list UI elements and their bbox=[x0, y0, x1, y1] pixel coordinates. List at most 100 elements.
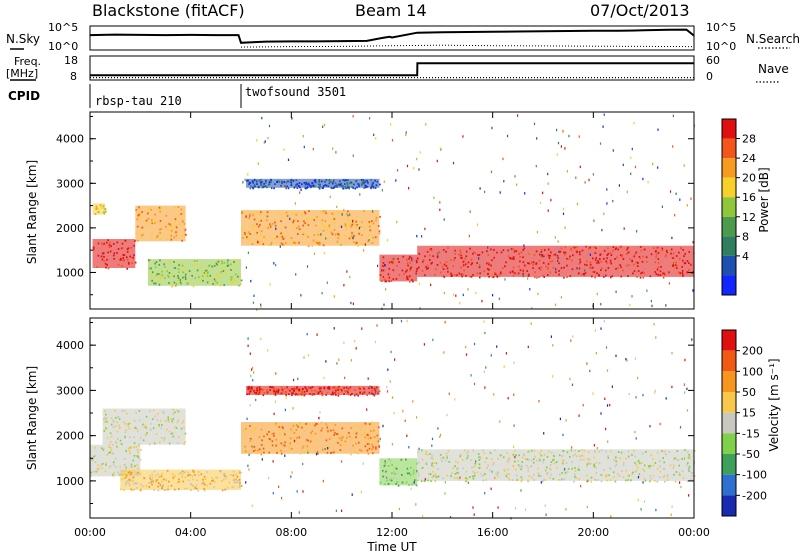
echo-cell bbox=[301, 391, 303, 393]
echo-cell bbox=[148, 259, 151, 261]
echo-cell bbox=[176, 421, 179, 424]
echo-cell bbox=[362, 221, 364, 223]
echo-cell bbox=[444, 459, 447, 462]
echo-cell bbox=[176, 409, 178, 412]
echo-cell bbox=[159, 210, 161, 213]
echo-cell bbox=[304, 183, 307, 186]
echo-cell bbox=[525, 464, 528, 467]
echo-cell bbox=[276, 180, 278, 183]
echo-cell bbox=[148, 482, 150, 484]
echo-cell bbox=[519, 260, 521, 263]
echo-cell bbox=[411, 470, 414, 473]
echo-cell bbox=[577, 468, 579, 471]
echo-cell bbox=[677, 459, 680, 461]
scatter-cell bbox=[564, 226, 566, 229]
echo-cell bbox=[467, 261, 470, 264]
scatter-cell bbox=[650, 299, 652, 303]
echo-cell bbox=[411, 279, 413, 281]
echo-cell bbox=[306, 388, 308, 391]
scatter-cell bbox=[625, 358, 627, 361]
echo-cell bbox=[690, 263, 692, 266]
echo-cell bbox=[340, 437, 343, 440]
echo-cell bbox=[169, 262, 171, 264]
echo-cell bbox=[478, 254, 481, 256]
echo-cell bbox=[600, 269, 602, 271]
scatter-cell bbox=[306, 265, 309, 268]
echo-cell bbox=[270, 178, 272, 181]
echo-cell bbox=[341, 185, 343, 188]
echo-cell bbox=[370, 430, 372, 432]
freq-frame bbox=[89, 55, 695, 81]
echo-cell bbox=[673, 458, 675, 461]
echo-cell bbox=[609, 261, 612, 264]
scatter-cell bbox=[478, 257, 480, 260]
scatter-cell bbox=[278, 485, 280, 488]
echo-cell bbox=[297, 393, 299, 396]
echo-cell bbox=[92, 470, 95, 473]
echo-cell bbox=[297, 184, 300, 187]
echo-cell bbox=[354, 389, 356, 391]
echo-cell bbox=[101, 462, 104, 465]
echo-cell bbox=[311, 393, 313, 396]
echo-cell bbox=[528, 475, 531, 477]
echo-cell bbox=[217, 260, 220, 263]
scatter-cell bbox=[459, 476, 461, 479]
echo-cell bbox=[275, 438, 278, 441]
echo-cell bbox=[221, 260, 223, 263]
echo-cell bbox=[508, 473, 510, 476]
scatter-cell bbox=[680, 485, 682, 489]
colorbar-tick-label: 15 bbox=[742, 407, 756, 420]
echo-cell bbox=[512, 266, 515, 269]
echo-cell bbox=[92, 248, 95, 251]
echo-cell bbox=[163, 263, 165, 266]
echo-cell bbox=[127, 471, 130, 474]
echo-cell bbox=[422, 259, 425, 261]
echo-cell bbox=[367, 434, 370, 437]
echo-cell bbox=[673, 473, 675, 476]
echo-cell bbox=[372, 452, 374, 455]
echo-cell bbox=[593, 271, 596, 273]
echo-cell bbox=[304, 212, 307, 215]
echo-cell bbox=[360, 449, 363, 452]
echo-cell bbox=[256, 234, 258, 237]
echo-cell bbox=[356, 225, 358, 228]
echo-cell bbox=[634, 462, 636, 464]
echo-cell bbox=[612, 249, 614, 252]
echo-cell bbox=[401, 474, 403, 476]
echo-cell bbox=[211, 265, 213, 268]
echo-cell bbox=[436, 264, 439, 266]
echo-cell bbox=[472, 252, 474, 255]
echo-cell bbox=[558, 273, 560, 276]
echo-cell bbox=[556, 254, 559, 257]
echo-cell bbox=[445, 265, 448, 267]
echo-cell bbox=[596, 272, 598, 275]
echo-cell bbox=[592, 271, 594, 273]
scatter-cell bbox=[257, 240, 259, 244]
echo-cell bbox=[454, 465, 456, 467]
echo-cell bbox=[464, 257, 466, 260]
echo-cell bbox=[133, 436, 135, 438]
echo-cell bbox=[259, 213, 262, 216]
echo-cell bbox=[270, 243, 272, 246]
echo-cell bbox=[122, 257, 124, 259]
echo-cell bbox=[326, 387, 329, 389]
echo-cell bbox=[364, 181, 367, 183]
echo-cell bbox=[334, 431, 336, 434]
scatter-cell bbox=[605, 427, 607, 431]
echo-cell bbox=[430, 249, 433, 252]
echo-cell bbox=[548, 450, 550, 453]
echo-cell bbox=[407, 264, 409, 267]
echo-cell bbox=[427, 479, 429, 482]
echo-cell bbox=[311, 386, 314, 388]
echo-cell bbox=[157, 473, 159, 476]
echo-cell bbox=[365, 441, 368, 444]
echo-cell bbox=[269, 386, 271, 388]
echo-cell bbox=[209, 274, 211, 277]
echo-cell bbox=[101, 252, 104, 255]
colorbar-segment bbox=[722, 371, 736, 392]
echo-cell bbox=[112, 461, 115, 463]
echo-cell bbox=[523, 247, 526, 250]
echo-cell bbox=[366, 185, 369, 188]
echo-cell bbox=[331, 393, 334, 395]
scatter-cell bbox=[647, 181, 649, 184]
